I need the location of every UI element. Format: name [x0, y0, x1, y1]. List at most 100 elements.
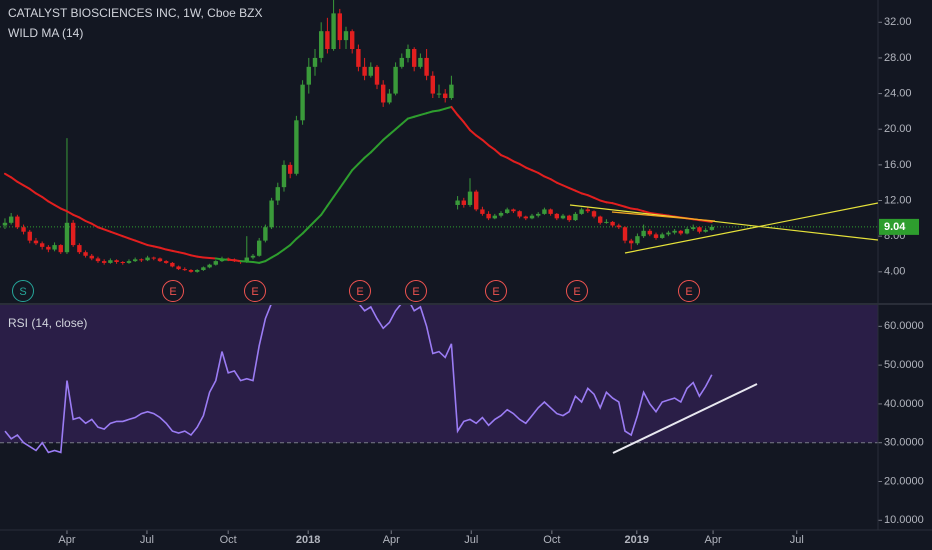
- ma-segment: [599, 199, 608, 204]
- event-marker: [162, 280, 184, 302]
- ma-segment: [704, 220, 713, 223]
- candle-body: [455, 200, 460, 205]
- ma-segment: [375, 138, 385, 148]
- candle-body: [269, 200, 274, 228]
- ma-segment: [276, 248, 285, 255]
- ma-segment: [568, 187, 577, 192]
- ma-segment: [388, 128, 397, 136]
- candle-body: [610, 221, 615, 226]
- rsi-tick-label: 40.0000: [884, 398, 924, 410]
- ma-segment: [109, 230, 118, 235]
- ma-segment: [34, 192, 44, 198]
- candle-body: [480, 209, 485, 214]
- ma-segment: [47, 200, 56, 206]
- ma-segment: [382, 133, 391, 141]
- candle-body: [306, 66, 311, 85]
- ma-segment: [177, 251, 186, 255]
- event-label: E: [685, 286, 692, 298]
- candle-body: [585, 209, 591, 212]
- candle-body: [101, 261, 107, 263]
- candle-body: [436, 93, 442, 95]
- event-label: E: [356, 286, 363, 298]
- ma-segment: [96, 226, 106, 231]
- ma-segment: [642, 210, 651, 214]
- ma-segment: [617, 203, 627, 208]
- x-tick-label: Apr: [58, 534, 75, 546]
- ma-segment: [313, 213, 323, 223]
- trendline: [569, 204, 878, 241]
- candle-body: [213, 261, 218, 265]
- ma-segment: [586, 194, 596, 199]
- ma-segment: [171, 249, 180, 254]
- event-marker: [244, 280, 266, 302]
- candle-body: [349, 31, 355, 50]
- ma-segment: [648, 211, 658, 215]
- candle-body: [498, 212, 504, 216]
- ma-segment: [549, 178, 558, 184]
- candle-body: [554, 213, 560, 219]
- ma-segment: [450, 105, 459, 116]
- candle-body: [424, 57, 429, 76]
- candle-body: [647, 230, 653, 235]
- ma-segment: [338, 178, 347, 190]
- ma-segment: [524, 166, 534, 172]
- candle-body: [387, 93, 392, 103]
- y-tick-label: 4.00: [884, 266, 905, 278]
- candle-body: [250, 255, 256, 258]
- candle-body: [511, 209, 516, 212]
- rsi-tick-label: 50.0000: [884, 359, 924, 371]
- candle-body: [666, 232, 671, 235]
- candle-body: [126, 261, 132, 263]
- candle-body: [523, 216, 529, 219]
- candle-body: [709, 226, 715, 230]
- candle-body: [58, 245, 63, 253]
- candle-body: [672, 230, 677, 233]
- candle-body: [120, 262, 125, 264]
- ma-segment: [431, 109, 440, 113]
- ma-segment: [406, 115, 416, 120]
- ma-segment: [400, 117, 409, 125]
- candle-body: [362, 66, 367, 76]
- candle-body: [157, 258, 163, 262]
- rsi-tick-label: 20.0000: [884, 475, 924, 487]
- candle-body: [201, 267, 206, 271]
- event-marker: [485, 280, 507, 302]
- candle-body: [52, 245, 57, 250]
- candle-body: [591, 211, 597, 217]
- candle-body: [244, 257, 249, 263]
- candle-body: [418, 57, 423, 67]
- ma-segment: [90, 222, 99, 229]
- ma-segment: [332, 187, 341, 198]
- rsi-trendline: [612, 383, 758, 454]
- ma-segment: [481, 138, 490, 147]
- candle-body: [622, 227, 628, 241]
- x-tick-label: Jul: [464, 534, 478, 546]
- candle-body: [176, 266, 181, 270]
- ma-segment: [531, 169, 540, 174]
- candle-body: [430, 75, 435, 94]
- ma-segment: [611, 202, 620, 206]
- candle-body: [548, 209, 553, 214]
- candle-body: [405, 49, 411, 58]
- ma-segment: [301, 226, 310, 235]
- ma-segment: [537, 171, 546, 178]
- ma-segment: [22, 184, 31, 190]
- event-label: E: [251, 286, 258, 298]
- ma-segment: [655, 212, 664, 216]
- event-label: E: [412, 286, 419, 298]
- x-tick-label: 2018: [296, 534, 320, 546]
- ma-segment: [624, 205, 633, 210]
- candle-body: [616, 225, 622, 228]
- candle-body: [517, 211, 522, 217]
- x-tick-label: Apr: [705, 534, 722, 546]
- candle-body: [368, 66, 373, 76]
- candle-body: [132, 259, 138, 262]
- ma-segment: [251, 261, 261, 264]
- candle-body: [560, 215, 566, 219]
- candle-body: [337, 13, 342, 41]
- ma-segment: [41, 195, 50, 203]
- event-marker: [349, 280, 371, 302]
- ma-segment: [196, 255, 205, 259]
- x-tick-label: Jul: [790, 534, 804, 546]
